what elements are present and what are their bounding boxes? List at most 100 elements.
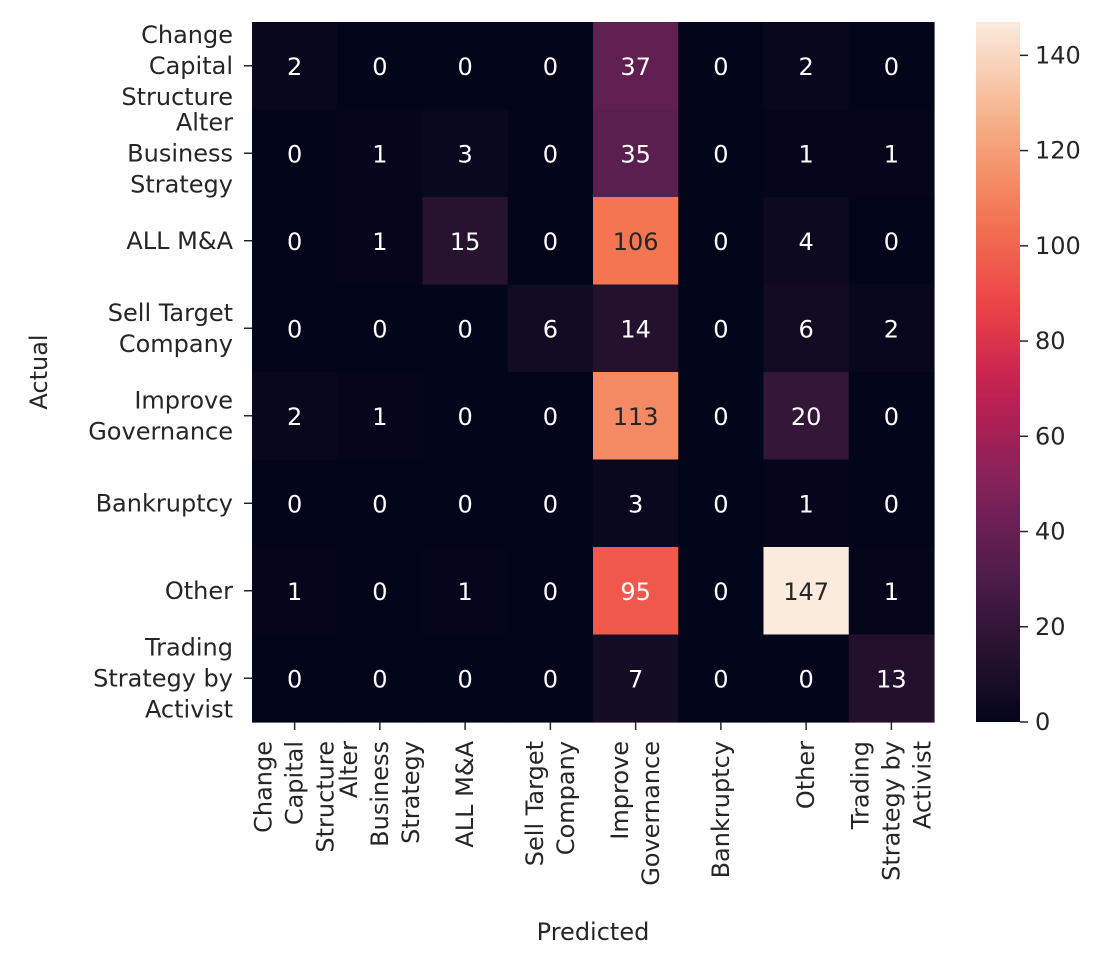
- cell-value-label: 0: [884, 403, 899, 431]
- heatmap-cell: [763, 284, 850, 373]
- cell-value-label: 2: [884, 315, 899, 343]
- heatmap-cell: [252, 372, 338, 461]
- heatmap-cell: [422, 372, 509, 461]
- heatmap-cell: [422, 197, 509, 286]
- heatmap-cell: [252, 22, 338, 111]
- heatmap-cell: [593, 22, 679, 111]
- cell-value-label: 0: [372, 578, 387, 606]
- y-tick-label: Activist: [145, 695, 233, 723]
- y-tick-label: ALL M&A: [126, 227, 233, 255]
- colorbar-gradient: [976, 22, 1020, 722]
- heatmap-cell: [507, 197, 594, 286]
- colorbar-tick-label: 140: [1035, 41, 1081, 69]
- colorbar-tick-label: 20: [1035, 613, 1066, 641]
- x-tick-label: Strategy by: [877, 741, 905, 881]
- x-tick-label: Company: [552, 741, 580, 855]
- cell-value-label: 0: [713, 490, 728, 518]
- cell-value-label: 1: [884, 578, 899, 606]
- cell-value-label: 95: [620, 578, 651, 606]
- heatmap-cell: [763, 459, 850, 548]
- cell-value-label: 3: [628, 490, 643, 518]
- heatmap-cell: [593, 284, 679, 373]
- cell-value-label: 0: [287, 315, 302, 343]
- cell-value-label: 14: [620, 315, 651, 343]
- heatmap-cell: [593, 109, 679, 198]
- cell-value-label: 37: [620, 53, 651, 81]
- cell-value-label: 0: [884, 490, 899, 518]
- cell-value-label: 6: [543, 315, 558, 343]
- cell-value-label: 1: [884, 140, 899, 168]
- heatmap-cell: [422, 22, 509, 111]
- x-axis-label: Predicted: [537, 918, 650, 946]
- cell-value-label: 0: [287, 665, 302, 693]
- cell-value-label: 0: [713, 315, 728, 343]
- cell-value-label: 0: [457, 315, 472, 343]
- cell-value-label: 35: [620, 140, 651, 168]
- cell-value-label: 0: [543, 140, 558, 168]
- heatmap-cell: [507, 372, 594, 461]
- cell-value-label: 1: [372, 140, 387, 168]
- heatmap-cell: [848, 284, 935, 373]
- cell-value-label: 0: [884, 53, 899, 81]
- x-tick-label: Trading: [846, 741, 874, 830]
- heatmap-cell: [337, 372, 424, 461]
- x-tick-label: Other: [792, 741, 820, 809]
- y-tick-label: Bankruptcy: [96, 489, 233, 517]
- heatmap-cell: [593, 634, 679, 723]
- heatmap-cell: [763, 197, 850, 286]
- cell-value-label: 15: [450, 228, 481, 256]
- cell-value-label: 1: [287, 578, 302, 606]
- cell-value-label: 20: [791, 403, 822, 431]
- cell-value-label: 6: [798, 315, 813, 343]
- colorbar-tick-label: 80: [1035, 327, 1066, 355]
- heatmap-cell: [337, 109, 424, 198]
- colorbar-tick-label: 40: [1035, 518, 1066, 546]
- cell-value-label: 0: [798, 665, 813, 693]
- heatmap-cell: [678, 547, 765, 636]
- heatmap-cell: [763, 547, 850, 636]
- x-tick-label: Change: [250, 741, 278, 833]
- heatmap-cell: [678, 634, 765, 723]
- cell-value-label: 0: [713, 578, 728, 606]
- heatmap-cell: [848, 22, 935, 111]
- heatmap-cell: [337, 22, 424, 111]
- heatmap-cell: [422, 109, 509, 198]
- colorbar: 0 20 40 60 80 100 120 140: [976, 22, 1081, 736]
- heatmap-cell: [252, 547, 338, 636]
- cell-value-label: 1: [798, 140, 813, 168]
- x-tick-label: Governance: [637, 741, 665, 886]
- cell-value-label: 0: [543, 665, 558, 693]
- cell-value-label: 0: [457, 53, 472, 81]
- cell-value-label: 0: [372, 53, 387, 81]
- heatmap-cell: [678, 459, 765, 548]
- cell-value-label: 0: [372, 315, 387, 343]
- heatmap-cell: [422, 547, 509, 636]
- x-tick-label: Alter: [335, 741, 363, 798]
- cell-value-label: 2: [798, 53, 813, 81]
- heatmap-cell: [593, 372, 679, 461]
- cell-value-label: 0: [713, 665, 728, 693]
- heatmap-cell: [593, 459, 679, 548]
- heatmap-cell: [593, 547, 679, 636]
- heatmap-cells: [252, 22, 935, 723]
- cell-value-label: 1: [798, 490, 813, 518]
- heatmap-cell: [422, 459, 509, 548]
- y-tick-label: Capital: [149, 52, 233, 80]
- x-tick-label: Activist: [908, 741, 936, 829]
- cell-value-label: 0: [543, 490, 558, 518]
- cell-value-label: 0: [287, 490, 302, 518]
- heatmap-cell: [678, 109, 765, 198]
- cell-value-label: 0: [543, 578, 558, 606]
- cell-value-label: 0: [543, 228, 558, 256]
- heatmap-cell: [763, 22, 850, 111]
- heatmap-cell: [848, 547, 935, 636]
- y-tick-label: Strategy by: [93, 664, 233, 692]
- cell-value-label: 0: [713, 228, 728, 256]
- y-tick-label: Other: [165, 577, 233, 605]
- cell-value-label: 4: [798, 228, 813, 256]
- colorbar-tick-label: 100: [1035, 232, 1081, 260]
- x-tick-label: Capital: [281, 741, 309, 825]
